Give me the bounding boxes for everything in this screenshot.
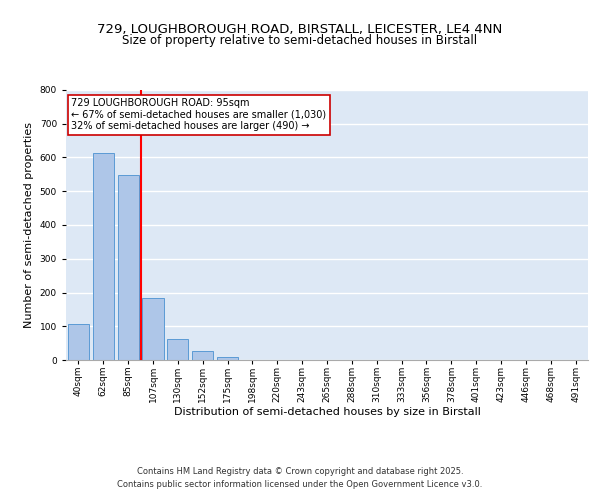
Y-axis label: Number of semi-detached properties: Number of semi-detached properties (24, 122, 34, 328)
Text: 729 LOUGHBOROUGH ROAD: 95sqm
← 67% of semi-detached houses are smaller (1,030)
3: 729 LOUGHBOROUGH ROAD: 95sqm ← 67% of se… (71, 98, 326, 132)
Text: Size of property relative to semi-detached houses in Birstall: Size of property relative to semi-detach… (122, 34, 478, 47)
Bar (118, 175, 139, 360)
Text: 729, LOUGHBOROUGH ROAD, BIRSTALL, LEICESTER, LE4 4NN: 729, LOUGHBOROUGH ROAD, BIRSTALL, LEICES… (97, 22, 503, 36)
Bar (142, 298, 164, 360)
Bar (167, 339, 188, 360)
Bar (217, 356, 238, 360)
X-axis label: Distribution of semi-detached houses by size in Birstall: Distribution of semi-detached houses by … (173, 408, 481, 418)
Text: Contains HM Land Registry data © Crown copyright and database right 2025.: Contains HM Land Registry data © Crown c… (137, 467, 463, 476)
Bar (192, 351, 213, 360)
Bar (68, 324, 89, 360)
Text: Contains public sector information licensed under the Open Government Licence v3: Contains public sector information licen… (118, 480, 482, 489)
Bar (93, 154, 114, 360)
